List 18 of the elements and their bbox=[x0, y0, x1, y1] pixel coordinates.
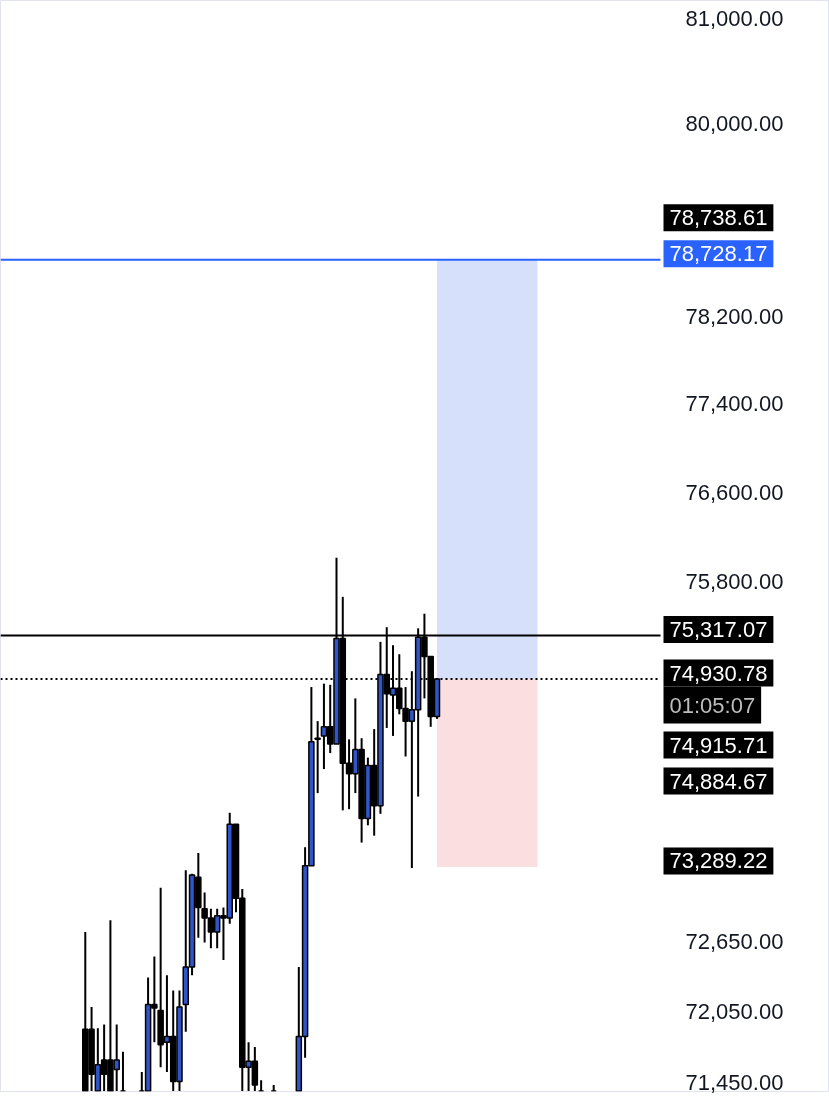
ref-line-label: 78,728.17 bbox=[669, 241, 768, 267]
y-tick-label: 76,600.00 bbox=[685, 479, 784, 505]
y-tick-label: 81,000.00 bbox=[685, 5, 784, 31]
ref-line-label: 75,317.07 bbox=[669, 616, 768, 642]
candlestick bbox=[314, 720, 321, 795]
y-tick-label: 75,800.00 bbox=[685, 568, 784, 594]
annotation: 01:05:07 bbox=[669, 692, 756, 718]
y-tick-label: 72,650.00 bbox=[685, 928, 784, 954]
y-tick-label: 78,200.00 bbox=[685, 304, 784, 330]
y-tick-label: 77,400.00 bbox=[685, 391, 784, 417]
y-tick-label: 80,000.00 bbox=[685, 111, 784, 137]
y-tick-label: 71,450.00 bbox=[685, 1070, 784, 1096]
annotation: 73,289.22 bbox=[669, 848, 768, 874]
y-tick-label: 72,050.00 bbox=[685, 999, 784, 1025]
annotation: 78,738.61 bbox=[669, 205, 768, 231]
annotation: 74,884.67 bbox=[669, 768, 768, 794]
ref-line-label: 74,930.78 bbox=[669, 660, 768, 686]
annotation: 74,915.71 bbox=[669, 732, 768, 758]
